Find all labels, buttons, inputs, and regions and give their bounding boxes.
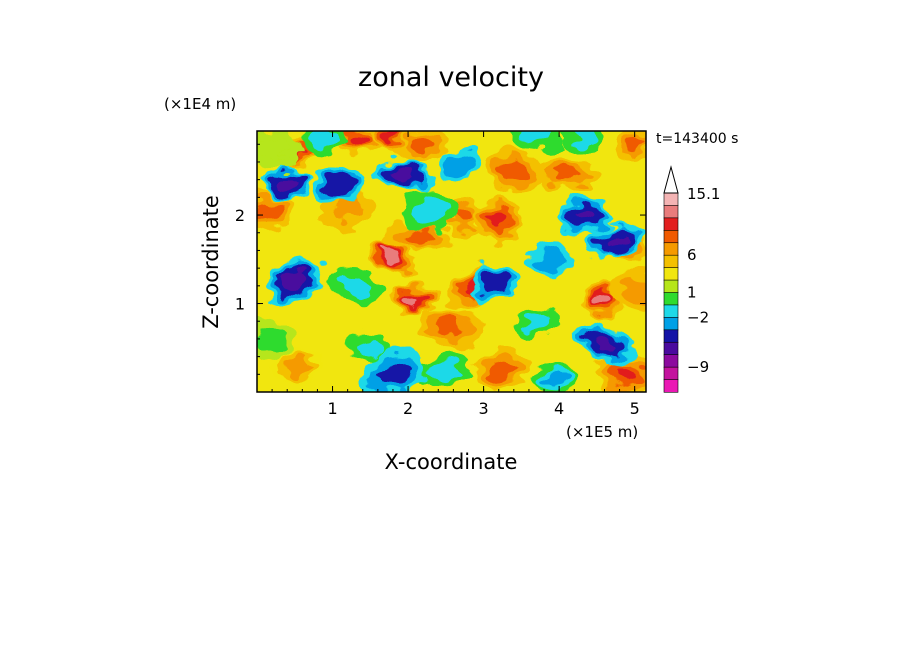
field-region	[311, 131, 339, 151]
field-region	[414, 199, 448, 222]
x-tick-label: 5	[630, 399, 640, 418]
x-tick-label: 4	[554, 399, 564, 418]
y-unit-label: (×1E4 m)	[164, 95, 236, 113]
x-axis-label: X-coordinate	[385, 450, 518, 474]
x-tick-label: 3	[479, 399, 489, 418]
field-region	[523, 311, 550, 331]
field-region	[573, 131, 598, 148]
velocity-field	[257, 131, 646, 392]
field-region	[593, 292, 608, 306]
field-region	[403, 293, 421, 305]
x-tick-label: 1	[327, 399, 337, 418]
plot-frame	[256, 130, 647, 393]
colorbar-swatch	[663, 267, 679, 281]
colorbar-label: 6	[687, 246, 697, 264]
colorbar-swatch	[663, 217, 679, 231]
field-region	[261, 136, 291, 161]
colorbar-swatch	[663, 304, 679, 318]
colorbar-swatch	[663, 205, 679, 219]
field-region	[506, 131, 567, 154]
colorbar-arrow	[663, 165, 679, 194]
colorbar-swatch	[663, 329, 679, 343]
field-region	[285, 274, 304, 289]
colorbar-swatch	[663, 192, 679, 207]
field-region	[546, 371, 565, 386]
colorbar-swatch	[663, 354, 679, 368]
field-region	[553, 168, 580, 183]
field-region	[412, 135, 435, 153]
colorbar-swatch	[663, 341, 679, 356]
field-region	[258, 326, 286, 352]
field-region	[616, 366, 638, 383]
field-region	[287, 357, 310, 374]
field-region	[447, 158, 467, 175]
field-region	[486, 273, 504, 289]
colorbar: 15.1 6 1 −2 −9	[663, 165, 720, 393]
colorbar-swatch	[663, 317, 679, 331]
y-tick-label: 2	[235, 206, 245, 225]
field-region	[519, 131, 554, 144]
y-axis: 12	[235, 143, 646, 375]
field-region	[621, 278, 646, 303]
field-region	[350, 133, 368, 147]
field-region	[279, 177, 295, 191]
colorbar-swatch	[663, 366, 679, 381]
field-region	[577, 208, 594, 222]
colorbar-label: −9	[687, 358, 709, 376]
field-region	[606, 235, 625, 248]
colorbar-swatch	[663, 379, 679, 393]
colorbar-swatch	[663, 230, 679, 244]
field-region	[355, 338, 386, 358]
x-unit-label: (×1E5 m)	[566, 423, 638, 441]
field-region	[501, 161, 526, 181]
field-region	[395, 169, 414, 182]
field-region	[542, 250, 561, 268]
field-region	[455, 206, 474, 224]
x-tick-label: 2	[403, 399, 413, 418]
colorbar-swatch	[663, 292, 679, 306]
field-region	[380, 248, 398, 262]
field-region	[425, 359, 459, 381]
field-region	[380, 364, 406, 385]
field-region	[385, 131, 401, 142]
colorbar-swatch	[663, 242, 679, 256]
colorbar-label: 15.1	[687, 185, 720, 203]
field-region	[625, 136, 644, 153]
colorbar-swatch	[663, 254, 679, 269]
colorbar-label: −2	[687, 308, 709, 326]
field-region	[490, 360, 515, 379]
field-region	[330, 177, 350, 192]
field-region	[490, 211, 508, 228]
y-axis-label: Z-coordinate	[199, 195, 223, 329]
field-region	[406, 229, 433, 245]
x-axis: 1 2 3 4 5	[271, 131, 640, 418]
colorbar-label: 1	[687, 284, 697, 302]
field-region	[436, 317, 463, 335]
field-region	[340, 275, 370, 297]
chart-title: zonal velocity	[358, 62, 544, 93]
colorbar-swatch	[663, 279, 679, 294]
y-tick-label: 1	[235, 295, 245, 314]
time-label: t=143400 s	[656, 131, 738, 147]
plot-area	[257, 131, 646, 392]
field-region	[258, 202, 279, 220]
field-region	[595, 336, 614, 350]
